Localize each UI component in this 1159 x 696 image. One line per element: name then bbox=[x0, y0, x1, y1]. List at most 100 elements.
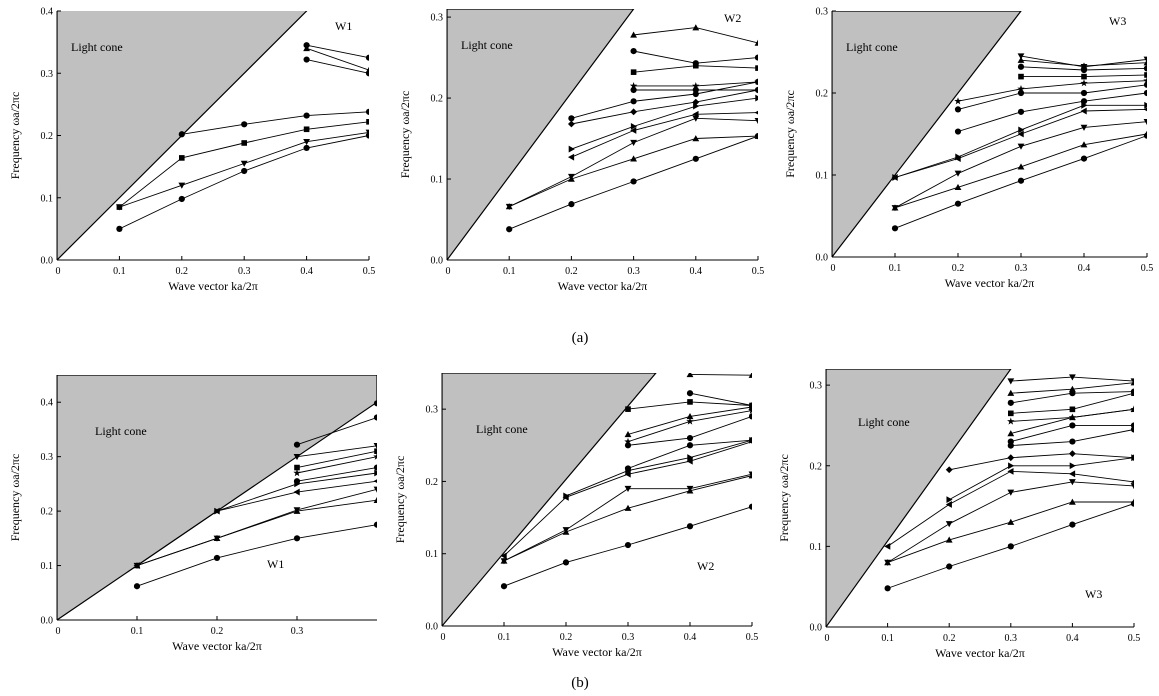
data-point-triangle-down bbox=[293, 507, 301, 514]
data-point-circle bbox=[624, 465, 632, 472]
data-point-triangle bbox=[1007, 518, 1015, 525]
waveguide-label: W2 bbox=[724, 11, 741, 25]
x-tick-label: 0.3 bbox=[622, 632, 635, 643]
y-axis-title: Frequency ωa/2πc bbox=[783, 90, 797, 178]
data-point-diamond bbox=[1069, 450, 1076, 458]
data-point-circle bbox=[754, 86, 758, 94]
data-point-circle bbox=[1080, 98, 1088, 105]
data-point-triangle-down bbox=[954, 170, 962, 177]
data-point-circle bbox=[213, 554, 221, 562]
x-tick-label: 0.1 bbox=[503, 266, 516, 277]
data-point-square bbox=[179, 155, 185, 161]
data-point-circle bbox=[1069, 438, 1076, 445]
x-axis-title: Wave vector ka/2π bbox=[935, 646, 1025, 660]
data-point-triangle-down bbox=[373, 443, 377, 450]
data-point-triangle-down bbox=[365, 129, 369, 136]
data-point-circle bbox=[568, 201, 575, 208]
data-point-circle bbox=[748, 402, 752, 409]
series-line bbox=[949, 453, 1134, 471]
y-tick-label: 0.0 bbox=[426, 622, 439, 633]
data-point-circle bbox=[686, 390, 694, 397]
y-tick-label: 0.3 bbox=[41, 69, 54, 80]
data-point-circle bbox=[1017, 108, 1025, 115]
data-point-triangle-left bbox=[686, 457, 693, 465]
data-point-star bbox=[686, 417, 694, 425]
data-point-circle bbox=[365, 108, 369, 115]
data-point-square bbox=[625, 406, 631, 412]
x-tick-label: 0 bbox=[825, 633, 830, 644]
waveguide-label: W2 bbox=[697, 559, 714, 573]
data-point-square bbox=[1081, 73, 1087, 80]
data-point-circle bbox=[754, 54, 758, 61]
light-cone-region bbox=[57, 375, 377, 620]
data-point-triangle bbox=[686, 412, 694, 420]
data-point-circle bbox=[1007, 543, 1014, 550]
data-point-square bbox=[755, 65, 758, 71]
data-point-triangle-down bbox=[293, 453, 301, 461]
waveguide-label: W3 bbox=[1085, 587, 1102, 601]
y-tick-label: 0.3 bbox=[41, 452, 54, 463]
data-point-star bbox=[1017, 85, 1025, 93]
chart-panel-a-w2: 0 0.1 0.2 0.3 0.4 0.5 0.0 0.1 0.2 0.3 Wave vector … bbox=[390, 0, 775, 310]
data-point-diamond bbox=[568, 120, 575, 128]
data-point-triangle-down bbox=[1069, 479, 1076, 486]
data-point-square bbox=[116, 204, 123, 210]
data-point-triangle bbox=[945, 536, 953, 543]
series-group bbox=[500, 373, 752, 590]
data-point-triangle-left bbox=[884, 542, 891, 550]
x-tick-label: 0 bbox=[56, 266, 61, 277]
light-cone-label: Light cone bbox=[846, 40, 898, 54]
data-point-triangle-down bbox=[213, 535, 221, 542]
data-point-circle bbox=[946, 563, 953, 570]
data-point-diamond bbox=[945, 466, 953, 474]
y-tick-label: 0.0 bbox=[431, 256, 444, 267]
data-point-triangle-down bbox=[891, 205, 899, 212]
y-tick-label: 0.1 bbox=[810, 542, 823, 553]
data-point-triangle-down bbox=[1080, 64, 1088, 71]
data-point-star bbox=[748, 406, 752, 414]
data-point-triangle-down bbox=[754, 118, 758, 125]
data-point-star bbox=[692, 82, 700, 90]
x-tick-label: 0.3 bbox=[1005, 633, 1018, 644]
y-axis-title: Frequency ωa/2πc bbox=[393, 456, 407, 544]
data-point-circle bbox=[116, 225, 123, 232]
data-point-triangle-left bbox=[630, 127, 637, 134]
data-point-circle bbox=[373, 414, 377, 421]
data-point-star bbox=[1007, 417, 1015, 425]
data-point-triangle-down bbox=[692, 115, 700, 122]
data-point-circle bbox=[303, 56, 310, 63]
y-tick-label: 0.2 bbox=[816, 89, 829, 100]
series-line bbox=[296, 467, 377, 482]
data-point-circle bbox=[686, 434, 694, 442]
data-point-circle bbox=[293, 478, 301, 485]
y-tick-label: 0.1 bbox=[41, 561, 54, 572]
data-point-diamond bbox=[1007, 454, 1015, 462]
x-tick-label: 0 bbox=[441, 632, 446, 643]
series-line bbox=[571, 81, 758, 119]
data-point-triangle bbox=[630, 155, 637, 162]
x-tick-label: 0 bbox=[56, 626, 61, 637]
data-point-star bbox=[293, 469, 301, 477]
caption-b: (b) bbox=[571, 675, 589, 691]
light-cone-region bbox=[447, 9, 635, 260]
data-point-triangle-left bbox=[1007, 467, 1014, 475]
data-point-square bbox=[1018, 73, 1024, 80]
y-axis-title: Frequency ωa/2πc bbox=[8, 92, 22, 180]
data-point-triangle bbox=[630, 31, 637, 38]
data-point-circle bbox=[1017, 89, 1025, 97]
data-point-star bbox=[1130, 405, 1134, 413]
data-point-star bbox=[629, 82, 638, 90]
data-point-triangle-down bbox=[748, 471, 752, 478]
data-point-triangle-down bbox=[568, 173, 575, 181]
data-point-circle bbox=[1080, 89, 1088, 97]
series-line bbox=[296, 417, 377, 446]
data-point-square bbox=[303, 126, 310, 133]
data-point-triangle-right bbox=[946, 496, 953, 504]
data-point-triangle-left bbox=[624, 470, 631, 478]
data-point-circle bbox=[293, 535, 301, 542]
x-tick-label: 0 bbox=[831, 263, 836, 274]
data-point-triangle bbox=[754, 132, 758, 139]
data-point-triangle-down bbox=[373, 486, 377, 493]
data-point-square bbox=[1069, 406, 1076, 413]
series-line bbox=[306, 59, 369, 74]
